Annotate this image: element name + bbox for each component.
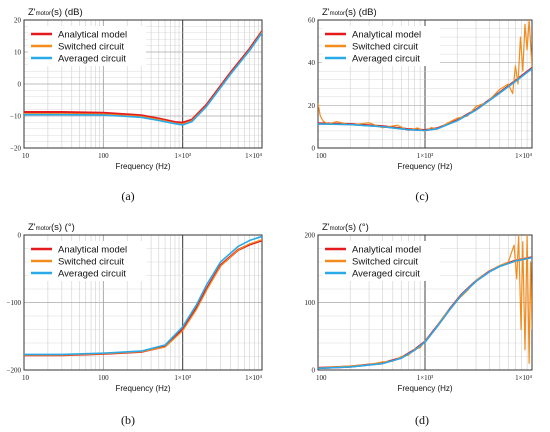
- panel-label: (c): [415, 189, 428, 203]
- chart-panel-b: −200 −100 0 10 100 1×10³ 1×10⁴ Frequency (Hz) Z'…: [7, 222, 263, 427]
- chart-title: Z'motor(s) (°): [28, 222, 75, 233]
- y-tick-label: 20: [308, 102, 316, 110]
- panel-label: (a): [121, 189, 134, 203]
- chart-panel-a: −20 −10 0 10 20 10 100 1×10³ 1×10⁴ Frequency (Hz)…: [10, 7, 263, 203]
- y-tick-label: −20: [10, 145, 21, 153]
- x-tick-label: 1×10³: [417, 152, 434, 160]
- legend-entry: Averaged circuit: [58, 268, 126, 279]
- legend-entry: Analytical model: [58, 244, 127, 255]
- x-axis-label: Frequency (Hz): [397, 162, 452, 171]
- y-tick-label: 0: [312, 367, 316, 375]
- y-tick-label: 60: [308, 17, 316, 25]
- legend-entry: Analytical model: [58, 29, 127, 40]
- plot-frame: [23, 234, 263, 371]
- y-tick-label: 200: [305, 232, 316, 240]
- series-line-averaged: [24, 32, 262, 126]
- chart-title: Z'motor(s) (dB): [28, 7, 83, 18]
- x-tick-label: 10: [22, 374, 30, 382]
- series-line-averaged: [318, 256, 532, 370]
- legend-entry: Analytical model: [352, 29, 421, 40]
- x-axis-label: Frequency (Hz): [115, 162, 170, 171]
- x-tick-label: 1×10⁴: [515, 152, 532, 160]
- panel-label: (b): [121, 413, 135, 427]
- y-tick-label: 0: [18, 232, 22, 240]
- x-tick-label: 1×10³: [417, 374, 434, 382]
- series-line-averaged: [318, 68, 532, 132]
- legend-entry: Switched circuit: [58, 256, 124, 267]
- series-line-analytical: [24, 30, 262, 124]
- x-tick-label: 1×10⁴: [245, 152, 262, 160]
- chart-panel-c: 0 20 40 60 100 1×10³ 1×10⁴ Frequency (Hz) Z'moto…: [308, 7, 533, 203]
- x-tick-label: 10: [22, 152, 30, 160]
- legend-entry: Averaged circuit: [352, 268, 420, 279]
- series-line-averaged: [24, 235, 262, 356]
- x-tick-label: 100: [316, 152, 327, 160]
- x-tick-label: 100: [98, 152, 109, 160]
- panel-label: (d): [415, 413, 429, 427]
- legend-entry: Switched circuit: [352, 256, 418, 267]
- x-axis-label: Frequency (Hz): [115, 384, 170, 393]
- y-tick-label: 10: [14, 49, 22, 57]
- y-tick-label: −10: [10, 113, 21, 121]
- legend-entry: Averaged circuit: [58, 53, 126, 64]
- x-tick-label: 1×10⁴: [515, 374, 532, 382]
- x-axis-label: Frequency (Hz): [397, 384, 452, 393]
- x-tick-label: 1×10⁴: [245, 374, 262, 382]
- y-tick-label: 0: [18, 81, 22, 89]
- y-tick-label: 40: [308, 59, 316, 67]
- y-tick-label: −100: [7, 299, 22, 307]
- legend-entry: Switched circuit: [352, 41, 418, 52]
- x-tick-label: 100: [98, 374, 109, 382]
- legend-entry: Averaged circuit: [352, 53, 420, 64]
- x-tick-label: 1×10³: [174, 152, 191, 160]
- x-tick-label: 1×10³: [174, 374, 191, 382]
- y-tick-label: 100: [305, 299, 316, 307]
- plot-frame: [23, 19, 263, 149]
- x-tick-label: 100: [316, 374, 327, 382]
- plot-frame: [317, 19, 533, 149]
- legend-entry: Analytical model: [352, 244, 421, 255]
- legend-entry: Switched circuit: [58, 41, 124, 52]
- y-tick-label: −200: [7, 367, 22, 375]
- chart-title: Z'motor(s) (°): [322, 222, 369, 233]
- y-tick-label: 20: [14, 17, 22, 25]
- y-tick-label: 0: [312, 145, 316, 153]
- chart-title: Z'motor(s) (dB): [322, 7, 377, 18]
